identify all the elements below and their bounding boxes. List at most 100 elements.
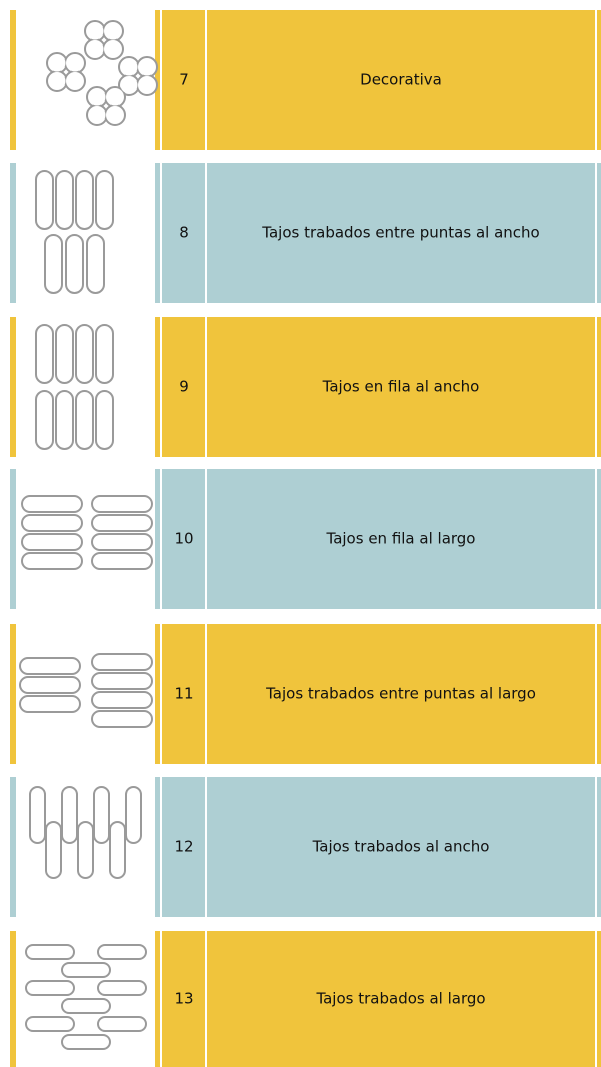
slot	[91, 672, 153, 690]
row-number: 8	[179, 224, 189, 242]
slot	[25, 980, 75, 996]
row-number: 11	[174, 685, 193, 703]
slot	[55, 170, 74, 230]
slot	[35, 324, 54, 384]
cell-divider	[160, 624, 162, 764]
slot	[95, 390, 114, 450]
cell-divider	[205, 624, 207, 764]
slot	[35, 390, 54, 450]
slot	[61, 998, 111, 1014]
slot	[75, 324, 94, 384]
cell-divider	[205, 10, 207, 150]
slot	[45, 821, 62, 879]
lobe-fill	[88, 88, 106, 106]
slot	[109, 821, 126, 879]
slot	[61, 1034, 111, 1050]
slot	[65, 234, 84, 294]
slot	[61, 962, 111, 978]
slot	[75, 170, 94, 230]
row-number: 9	[179, 378, 189, 396]
slot	[75, 390, 94, 450]
slot-icon	[19, 653, 153, 728]
cell-divider	[595, 624, 597, 764]
cell-divider	[205, 931, 207, 1067]
cell-divider	[160, 10, 162, 150]
lobe-fill	[104, 40, 122, 58]
slot	[125, 786, 142, 844]
cell-divider	[160, 931, 162, 1067]
cell-divider	[205, 317, 207, 457]
cell-divider	[595, 931, 597, 1067]
row-label: Tajos en fila al largo	[326, 530, 476, 548]
slot-icon	[46, 20, 158, 126]
lobe-fill	[66, 54, 84, 72]
cell-divider	[160, 469, 162, 609]
lobe-fill	[106, 106, 124, 124]
row-label: Tajos trabados entre puntas al largo	[265, 685, 536, 703]
slot	[91, 514, 153, 532]
slot	[91, 495, 153, 513]
lobe-fill	[138, 58, 156, 76]
slot	[97, 944, 147, 960]
cell-divider	[160, 777, 162, 917]
slot	[21, 495, 83, 513]
slot	[25, 944, 75, 960]
row-number: 12	[174, 838, 193, 856]
slot	[86, 234, 105, 294]
cell-divider	[205, 777, 207, 917]
lobe-fill	[86, 22, 104, 40]
row-label: Tajos trabados al largo	[315, 990, 485, 1008]
lobe-fill	[138, 76, 156, 94]
slot	[21, 552, 83, 570]
slot	[19, 657, 81, 675]
row-label: Decorativa	[360, 71, 442, 89]
cell-divider	[205, 469, 207, 609]
slot	[95, 324, 114, 384]
slot	[29, 786, 46, 844]
slot	[91, 653, 153, 671]
cell-divider	[595, 317, 597, 457]
slot	[95, 170, 114, 230]
cell-divider	[595, 163, 597, 303]
slot-icon	[25, 944, 147, 1050]
lobe-fill	[48, 54, 66, 72]
cell-divider	[160, 163, 162, 303]
slot	[91, 691, 153, 709]
slot	[19, 695, 81, 713]
slot-icon	[21, 495, 153, 570]
lobe-fill	[66, 72, 84, 90]
cell-divider	[595, 777, 597, 917]
lobe-fill	[104, 22, 122, 40]
slot-icon	[35, 324, 114, 450]
cell-divider	[160, 317, 162, 457]
slot-icon	[35, 170, 114, 294]
row-label: Tajos trabados entre puntas al ancho	[261, 224, 539, 242]
row-label: Tajos en fila al ancho	[322, 378, 480, 396]
row-label: Tajos trabados al ancho	[312, 838, 490, 856]
slot	[25, 1016, 75, 1032]
slot	[21, 514, 83, 532]
slot-icon	[29, 786, 142, 879]
slot	[55, 324, 74, 384]
slot	[44, 234, 63, 294]
lobe-fill	[120, 58, 138, 76]
lobe-fill	[106, 88, 124, 106]
cell-divider	[205, 163, 207, 303]
row-number: 13	[174, 990, 193, 1008]
slot	[55, 390, 74, 450]
slot	[77, 821, 94, 879]
slot	[21, 533, 83, 551]
slot	[19, 676, 81, 694]
slot	[97, 1016, 147, 1032]
lobe-fill	[48, 72, 66, 90]
slot	[61, 786, 78, 844]
slot	[97, 980, 147, 996]
slot	[35, 170, 54, 230]
slot	[91, 710, 153, 728]
lobe-fill	[86, 40, 104, 58]
slot	[91, 533, 153, 551]
lobe-fill	[120, 76, 138, 94]
row-number: 10	[174, 530, 193, 548]
lobe-fill	[88, 106, 106, 124]
